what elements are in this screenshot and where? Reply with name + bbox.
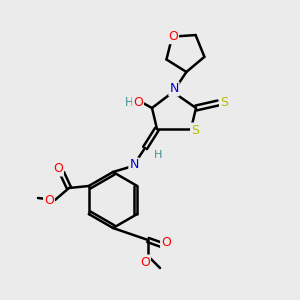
Text: O: O: [44, 194, 54, 208]
Text: N: N: [169, 82, 179, 95]
Text: N: N: [129, 158, 139, 172]
Text: O: O: [140, 256, 150, 268]
Text: H: H: [124, 97, 134, 110]
Text: O: O: [133, 97, 143, 110]
Text: O: O: [168, 30, 178, 43]
Text: O: O: [53, 163, 63, 176]
Text: O: O: [161, 236, 171, 248]
Text: S: S: [191, 124, 199, 136]
Text: S: S: [220, 95, 228, 109]
Text: H: H: [154, 150, 162, 160]
